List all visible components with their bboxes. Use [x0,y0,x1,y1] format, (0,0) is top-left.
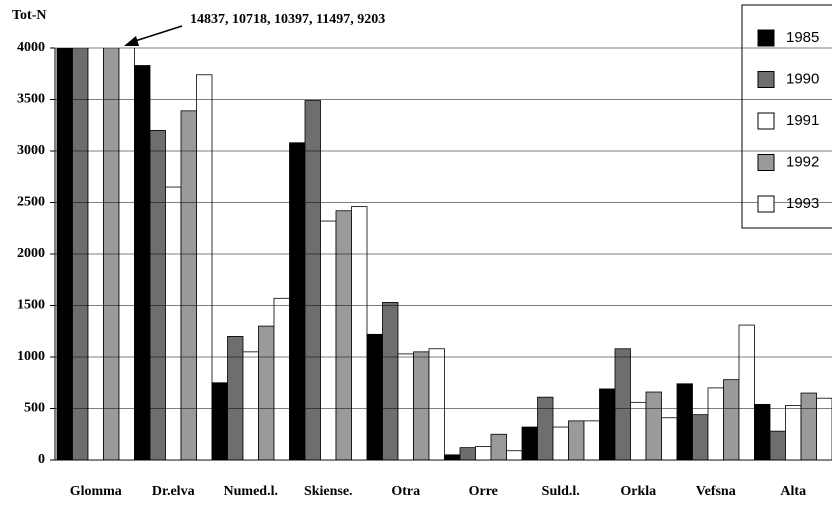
bar [320,220,337,460]
bar [490,433,507,460]
bar [413,351,430,460]
bar [645,391,662,460]
bar [614,348,631,460]
bar [397,353,414,460]
x-tick-label: Dr.elva [152,484,195,499]
x-tick-label: Vefsna [696,484,736,499]
bar [196,74,213,460]
bar [630,401,647,460]
legend-swatch [757,29,775,47]
bar [506,450,523,460]
bar [568,420,585,460]
bar [459,447,476,460]
x-tick-label: Numed.l. [224,484,278,499]
legend [741,4,832,229]
bar [707,387,724,460]
bar [382,302,399,460]
bar [583,420,600,460]
bar [366,333,383,460]
bar [118,48,135,460]
bar [475,446,492,460]
y-tick-label: 0 [38,452,45,467]
bar [552,426,569,460]
bar [180,110,197,460]
bar [692,414,709,460]
bar [676,383,693,460]
bar [800,392,817,460]
arrow [131,25,183,43]
bar [134,65,151,460]
bar [258,325,275,460]
bar [769,430,786,460]
bar [149,129,166,460]
bar [72,48,89,460]
x-tick-label: Skiense. [304,484,353,499]
bar [165,186,182,460]
x-tick-label: Glomma [70,484,122,499]
bar [273,297,290,460]
y-tick-label: 500 [24,401,45,416]
bar [738,324,755,460]
y-tick-label: 1000 [17,349,45,364]
bar [754,403,771,460]
bar [661,417,678,460]
y-tick-label: 2500 [17,195,45,210]
bar [785,405,802,460]
chart-title: Tot-N [12,8,47,23]
bar [537,396,554,460]
bar [103,48,120,460]
bar [87,48,104,460]
bar [351,206,368,460]
y-tick-label: 1500 [17,298,45,313]
bar [211,382,228,460]
legend-label: 1991 [786,112,819,129]
x-tick-label: Otra [391,484,420,499]
y-tick-label: 4000 [17,40,45,55]
bar [304,100,321,460]
bar [723,379,740,460]
legend-label: 1993 [786,195,819,212]
y-tick-label: 2000 [17,246,45,261]
bar [227,335,244,460]
arrow-head [124,36,139,46]
bar [289,142,306,460]
bar [599,388,616,460]
bar [242,351,259,460]
legend-swatch [757,195,775,213]
bars [56,48,832,460]
legend-swatch [757,154,775,171]
legend-label: 1985 [786,29,819,46]
legend-label: 1992 [786,153,819,170]
bar [816,397,832,460]
legend-label: 1990 [786,70,819,87]
x-tick-label: Orkla [620,484,656,499]
x-tick-label: Alta [780,484,806,499]
y-tick-label: 3500 [17,92,45,107]
bar [335,210,352,460]
x-tick-label: Orre [469,484,498,499]
legend-swatch [757,71,775,88]
legend-swatch [757,112,775,130]
bar [444,454,461,460]
x-tick-label: Suld.l. [542,484,580,499]
bar [521,426,538,460]
bar [428,348,445,460]
annotation: 14837, 10718, 10397, 11497, 9203 [190,12,385,27]
y-tick-label: 3000 [17,143,45,158]
bar [56,48,73,460]
